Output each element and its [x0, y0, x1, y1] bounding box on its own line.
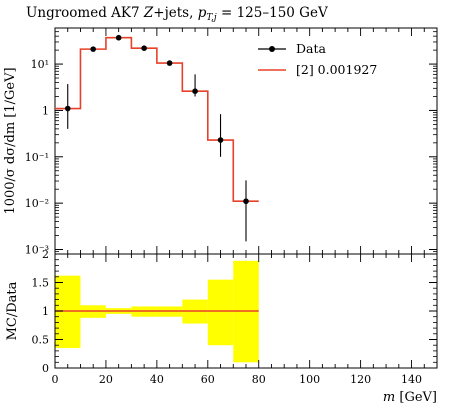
chart-title: Ungroomed AK7 Z+jets, pT,j = 125–150 GeV — [26, 5, 328, 23]
data-point — [192, 74, 198, 97]
x-tick-label: 100 — [299, 373, 320, 386]
x-tick-label: 0 — [52, 373, 59, 386]
main-x-axis-ticks — [54, 28, 438, 254]
x-tick-label: 140 — [401, 373, 422, 386]
main-y-axis-label: 1000/σ dσ/dm [1/GeV] — [3, 67, 18, 214]
ratio-band-bin — [207, 279, 234, 346]
y-tick-label: 10⁻² — [25, 197, 49, 210]
data-point — [90, 46, 96, 52]
data-point — [64, 84, 71, 129]
data-point-marker — [90, 46, 96, 52]
legend-entry-data: Data — [258, 41, 326, 56]
ratio-y-tick-label: 0 — [42, 362, 49, 375]
y-tick-label: 1 — [42, 104, 49, 117]
data-point-marker — [166, 60, 173, 66]
data-point — [217, 114, 224, 157]
legend-entry-mc: [2] 0.001927 — [258, 62, 377, 77]
ratio-y-tick-label: 1.5 — [32, 277, 50, 290]
x-tick-label: 20 — [99, 373, 113, 386]
data-point — [166, 60, 173, 66]
legend-mc-label: [2] 0.001927 — [296, 62, 377, 77]
x-axis-label-variable: m — [383, 390, 395, 405]
data-point-marker — [243, 198, 249, 205]
legend-data-marker — [269, 46, 275, 52]
ratio-y-tick-label: 1 — [42, 305, 49, 318]
x-tick-label: 40 — [150, 373, 164, 386]
data-point — [115, 34, 122, 41]
ratio-y-axis-label: MC/Data — [5, 281, 20, 340]
legend-data-label: Data — [296, 41, 326, 56]
mc-step-line — [55, 36, 259, 203]
ratio-y-axis: 0 0.5 1 1.5 2 — [32, 248, 437, 375]
legend: Data [2] 0.001927 — [258, 41, 377, 77]
data-point — [141, 45, 147, 51]
main-plot-panel: 10⁻³ 10⁻² 10⁻¹ 1 10¹ 1000/σ dσ/dm [1/GeV] Da… — [3, 27, 438, 257]
ratio-band-bin — [55, 275, 81, 349]
ratio-y-tick-label: 0.5 — [32, 334, 50, 347]
data-points — [64, 34, 249, 242]
ratio-x-axis: 0 20 40 60 80 100 120 140 — [52, 254, 438, 386]
x-axis-label-unit: [GeV] — [395, 390, 437, 405]
y-tick-label: 10⁻¹ — [25, 151, 49, 164]
data-point-marker — [141, 45, 147, 51]
data-point-marker — [217, 137, 224, 143]
x-tick-label: 120 — [350, 373, 371, 386]
x-tick-label: 80 — [252, 373, 266, 386]
mc-histogram — [55, 36, 259, 203]
y-tick-label: 10¹ — [31, 58, 49, 71]
data-point-marker — [64, 105, 71, 112]
data-point-marker — [192, 88, 198, 94]
data-point-marker — [115, 34, 122, 41]
x-tick-label: 60 — [201, 373, 215, 386]
main-y-axis: 10⁻³ 10⁻² 10⁻¹ 1 10¹ — [25, 27, 437, 257]
x-axis-label: m [GeV] — [383, 390, 437, 405]
ratio-y-tick-label: 2 — [42, 248, 49, 261]
y-tick-label: 10⁻³ — [25, 244, 49, 257]
data-point — [243, 180, 249, 242]
ratio-plot-panel: 0 0.5 1 1.5 2 0 20 40 60 80 100 120 140 MC/Data m [… — [5, 248, 438, 405]
